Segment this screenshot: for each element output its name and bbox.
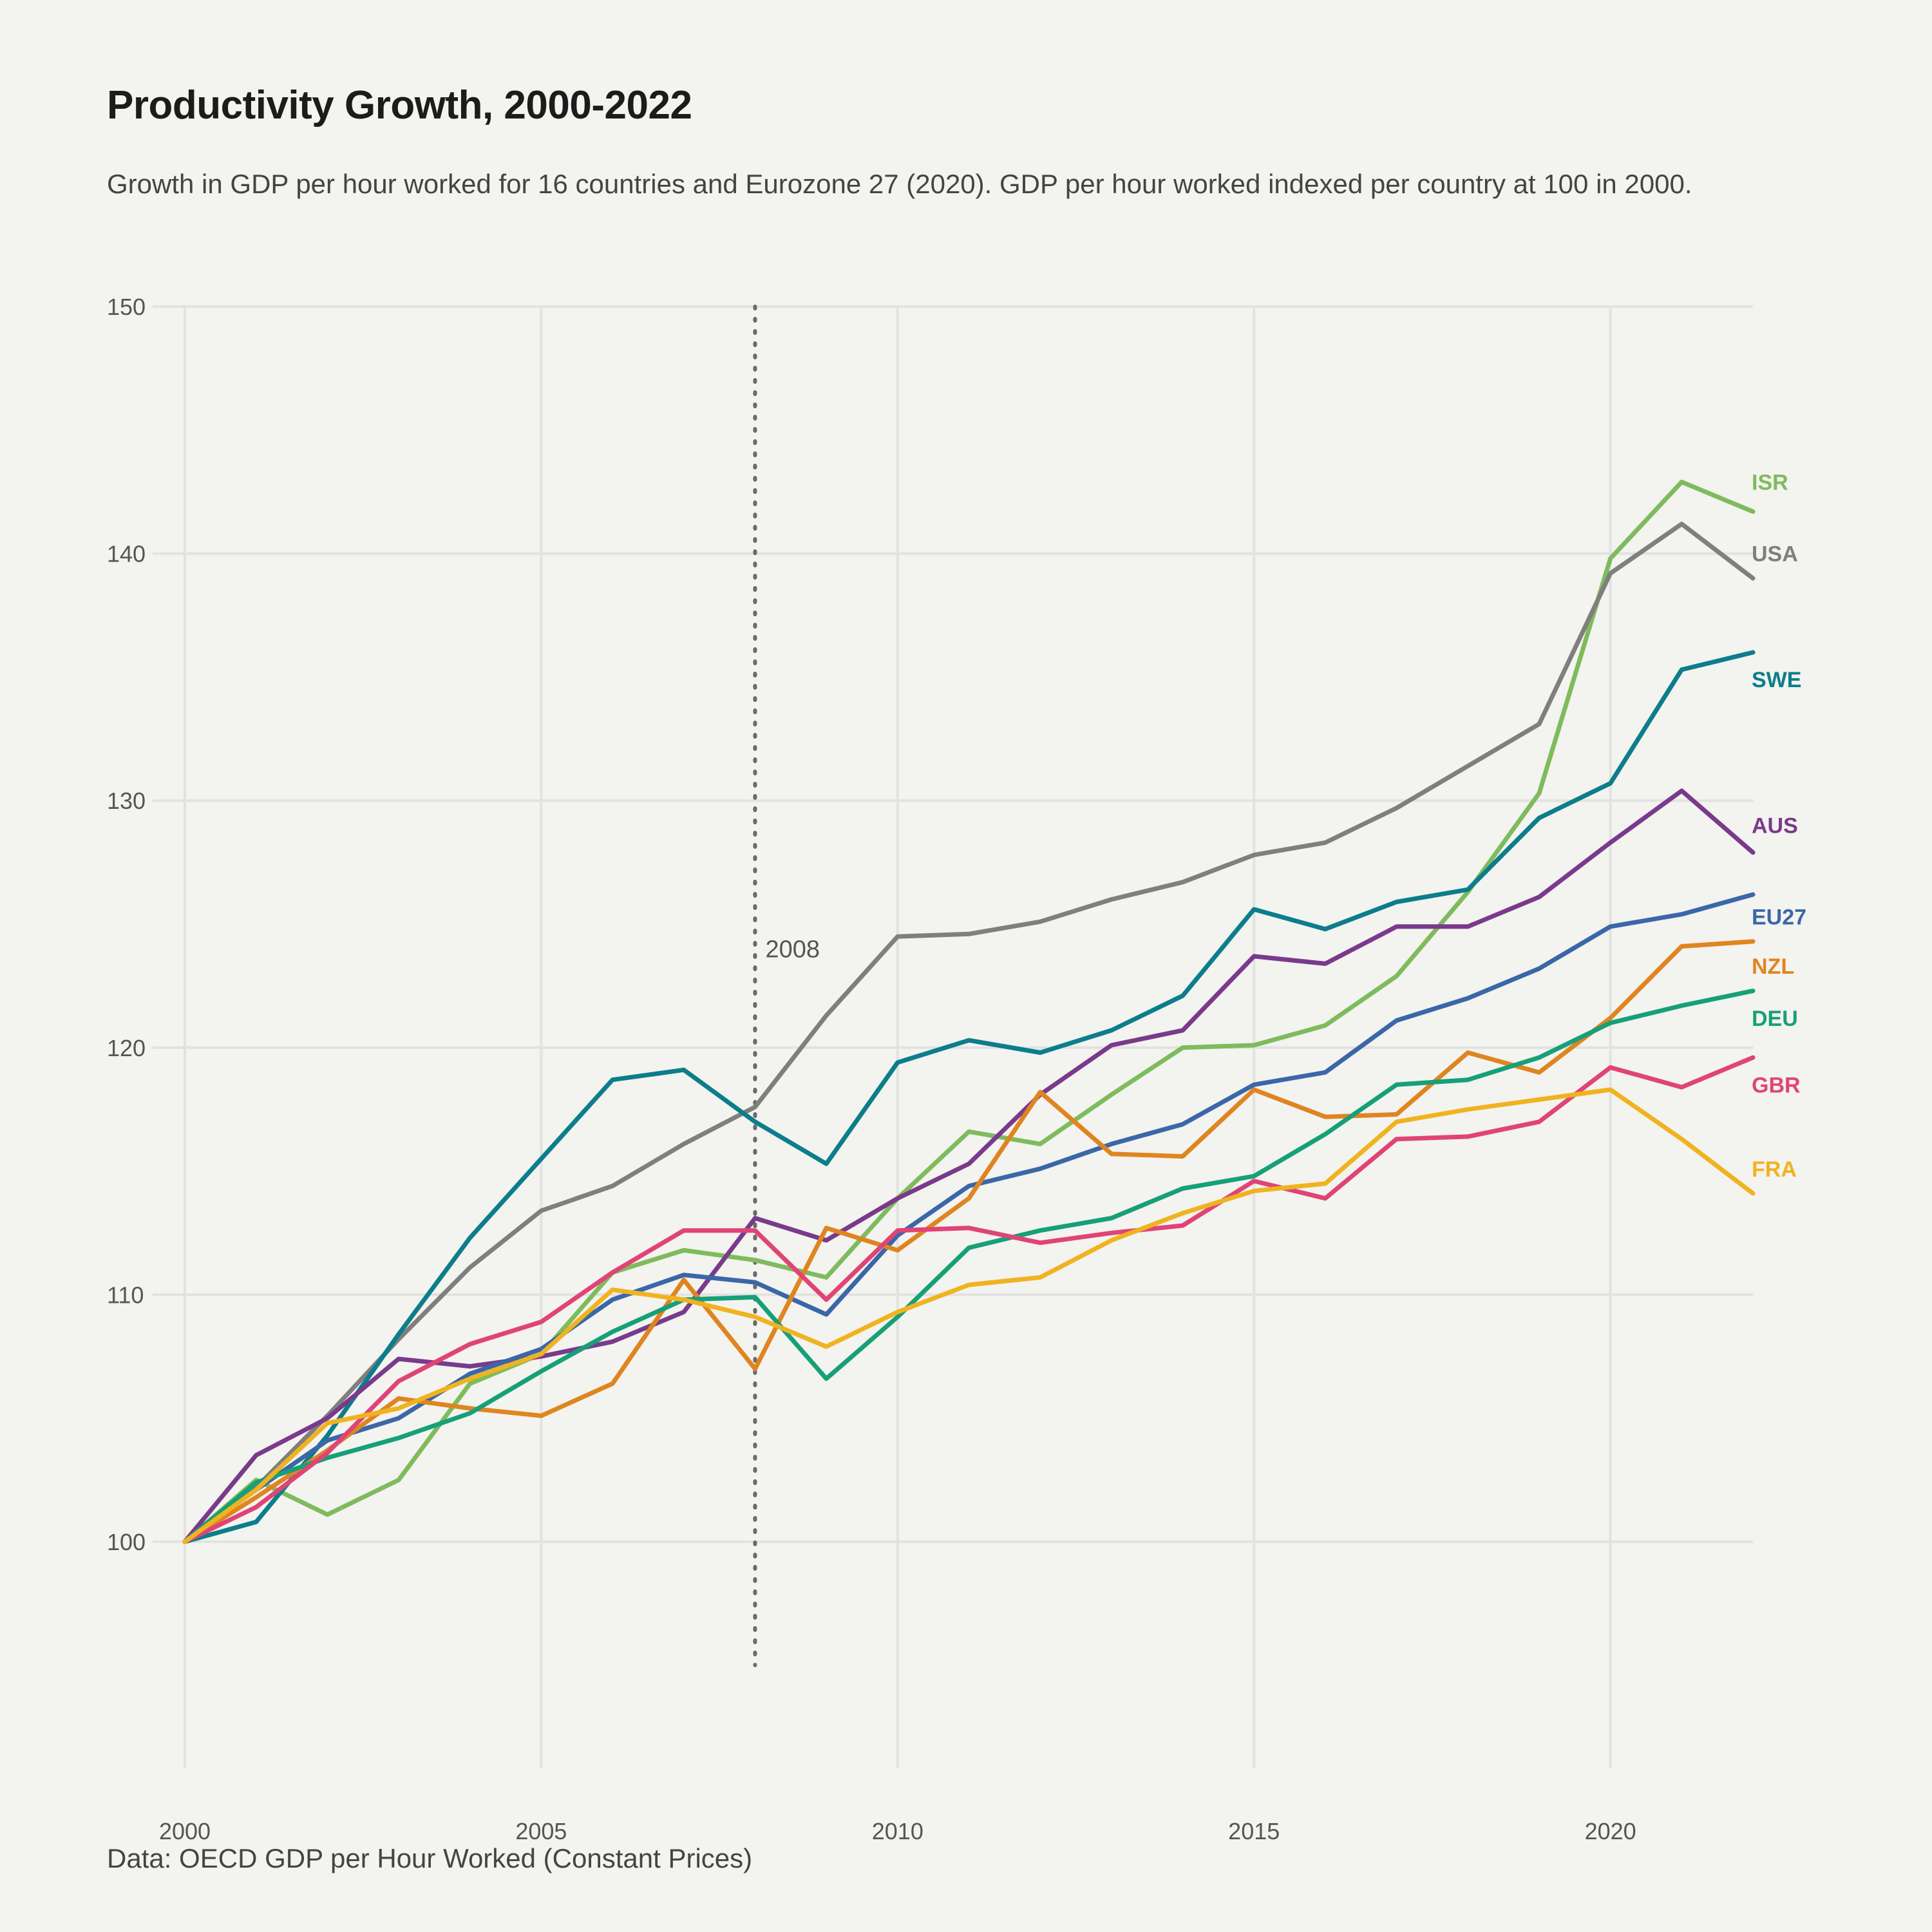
x-tick-label-2015: 2015 [1228,1818,1280,1844]
axis-ticks: 100 110 120 130 140 150 2000 2005 2010 2015 2020 [107,294,1636,1844]
chart-subtitle: Growth in GDP per hour worked for 16 cou… [107,169,1692,199]
x-tick-label-2020: 2020 [1585,1818,1636,1844]
y-tick-label-140: 140 [107,541,146,567]
series-line-isr [182,479,1756,1544]
series-label-aus: AUS [1752,814,1798,838]
y-tick-label-130: 130 [107,788,146,814]
series-labels: ISR USA SWE AUS EU27 NZL DEU GBR FRA [1752,470,1806,1181]
grid-lines [153,305,1753,1768]
x-tick-label-2010: 2010 [872,1818,923,1844]
series-line-swe [182,650,1756,1544]
series-label-isr: ISR [1752,470,1788,495]
series-line-eu27 [182,892,1756,1544]
annotation-label-2008: 2008 [765,936,820,963]
series-line-gbr [182,1055,1756,1544]
series-label-gbr: GBR [1752,1073,1801,1097]
series-label-eu27: EU27 [1752,905,1806,929]
series-label-deu: DEU [1752,1007,1798,1031]
y-tick-label-150: 150 [107,294,146,320]
series-label-swe: SWE [1752,668,1801,692]
y-tick-label-110: 110 [107,1282,144,1308]
series-label-usa: USA [1752,542,1798,567]
chart-caption: Data: OECD GDP per Hour Worked (Constant… [107,1843,753,1873]
series-label-nzl: NZL [1752,954,1794,979]
y-tick-label-100: 100 [107,1529,146,1555]
series-line-aus [182,788,1756,1544]
series-line-deu [182,989,1756,1544]
x-tick-label-2000: 2000 [159,1818,211,1844]
chart-title: Productivity Growth, 2000-2022 [107,83,692,128]
series-line-usa [182,522,1756,1544]
x-tick-label-2005: 2005 [515,1818,567,1844]
series-line-fra [182,1087,1756,1544]
series-layer [182,479,1756,1544]
y-tick-label-120: 120 [107,1035,146,1061]
annotation-layer: 2008 [753,305,820,1667]
series-label-fra: FRA [1752,1157,1797,1182]
series-line-nzl [182,939,1756,1544]
